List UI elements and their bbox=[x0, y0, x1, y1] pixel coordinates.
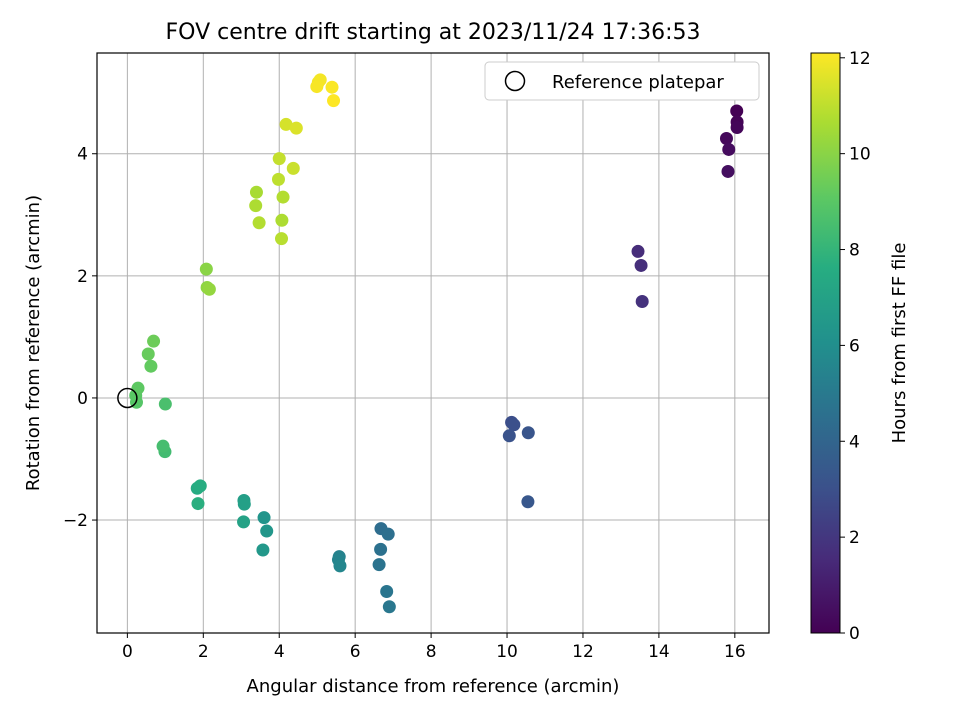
y-axis-ticks: −2 0 2 4 bbox=[63, 145, 97, 531]
data-point bbox=[382, 600, 396, 614]
colorbar-tick-label: 10 bbox=[849, 145, 871, 165]
x-tick-label: 12 bbox=[572, 642, 594, 662]
data-points bbox=[129, 73, 744, 614]
data-point bbox=[199, 262, 213, 276]
data-point bbox=[333, 559, 347, 573]
y-axis-label: Rotation from reference (arcmin) bbox=[23, 195, 44, 491]
colorbar-label: Hours from first FF file bbox=[889, 243, 910, 444]
legend-box bbox=[484, 61, 760, 101]
data-point bbox=[286, 161, 300, 175]
x-tick-label: 6 bbox=[350, 642, 361, 662]
colorbar-tick-label: 2 bbox=[849, 528, 860, 548]
data-point bbox=[275, 232, 289, 246]
data-point bbox=[147, 334, 161, 348]
colorbar-tick-label: 8 bbox=[849, 241, 860, 261]
data-point bbox=[507, 418, 521, 432]
data-point bbox=[276, 190, 290, 204]
legend: Reference platepar bbox=[484, 61, 760, 101]
data-point bbox=[257, 511, 271, 525]
data-point bbox=[144, 359, 158, 373]
colorbar-tick-label: 4 bbox=[849, 432, 860, 452]
data-point bbox=[131, 381, 145, 395]
grid-lines bbox=[97, 53, 769, 633]
data-point bbox=[237, 497, 251, 511]
data-point bbox=[372, 558, 386, 572]
y-tick-label: 2 bbox=[77, 267, 88, 287]
data-point bbox=[719, 131, 733, 145]
data-point bbox=[275, 213, 289, 227]
data-point bbox=[325, 80, 339, 94]
y-tick-label: −2 bbox=[63, 511, 88, 531]
x-axis-ticks: 0 2 4 6 8 10 12 14 16 bbox=[122, 633, 746, 662]
colorbar-tick-label: 6 bbox=[849, 336, 860, 356]
data-point bbox=[252, 216, 266, 230]
data-point bbox=[237, 515, 251, 529]
data-point bbox=[289, 121, 303, 135]
x-tick-label: 2 bbox=[198, 642, 209, 662]
data-point bbox=[260, 524, 274, 538]
data-point bbox=[730, 120, 744, 134]
data-point bbox=[730, 104, 744, 118]
data-point bbox=[249, 199, 263, 213]
data-point bbox=[202, 282, 216, 296]
x-tick-label: 8 bbox=[426, 642, 437, 662]
plot-area-frame bbox=[96, 52, 770, 634]
x-tick-label: 10 bbox=[496, 642, 518, 662]
legend-label-reference: Reference platepar bbox=[552, 72, 724, 93]
reference-marker-group bbox=[117, 387, 138, 409]
data-point bbox=[722, 142, 736, 156]
x-axis-label: Angular distance from reference (arcmin) bbox=[247, 676, 620, 697]
reference-marker bbox=[117, 387, 138, 409]
data-point bbox=[141, 347, 155, 361]
data-point bbox=[502, 429, 516, 443]
data-point bbox=[631, 244, 645, 258]
x-tick-label: 4 bbox=[274, 642, 285, 662]
y-tick-label: 4 bbox=[77, 145, 88, 165]
data-point bbox=[191, 497, 205, 511]
data-point bbox=[156, 439, 170, 453]
legend-marker-reference bbox=[504, 70, 526, 92]
x-tick-label: 14 bbox=[648, 642, 670, 662]
data-point bbox=[256, 543, 270, 557]
data-point bbox=[310, 80, 324, 94]
x-tick-label: 0 bbox=[122, 642, 133, 662]
data-point bbox=[521, 426, 535, 440]
data-point bbox=[272, 152, 286, 166]
data-point bbox=[279, 117, 293, 131]
colorbar-ticks: 0 2 4 6 8 10 12 bbox=[840, 49, 871, 644]
data-point bbox=[380, 584, 394, 598]
chart-title: FOV centre drift starting at 2023/11/24 … bbox=[166, 20, 701, 45]
data-point bbox=[327, 94, 341, 108]
colorbar-tick-label: 0 bbox=[849, 624, 860, 644]
data-point bbox=[521, 495, 535, 509]
y-tick-label: 0 bbox=[77, 389, 88, 409]
colorbar bbox=[810, 52, 841, 634]
data-point bbox=[374, 542, 388, 556]
data-point bbox=[381, 527, 395, 541]
data-point bbox=[635, 294, 649, 308]
data-point bbox=[158, 397, 172, 411]
data-point bbox=[271, 172, 285, 186]
data-point bbox=[249, 185, 263, 199]
data-point bbox=[721, 164, 735, 178]
data-point bbox=[634, 258, 648, 272]
x-tick-label: 16 bbox=[724, 642, 746, 662]
colorbar-tick-label: 12 bbox=[849, 49, 871, 69]
data-point bbox=[193, 479, 207, 493]
